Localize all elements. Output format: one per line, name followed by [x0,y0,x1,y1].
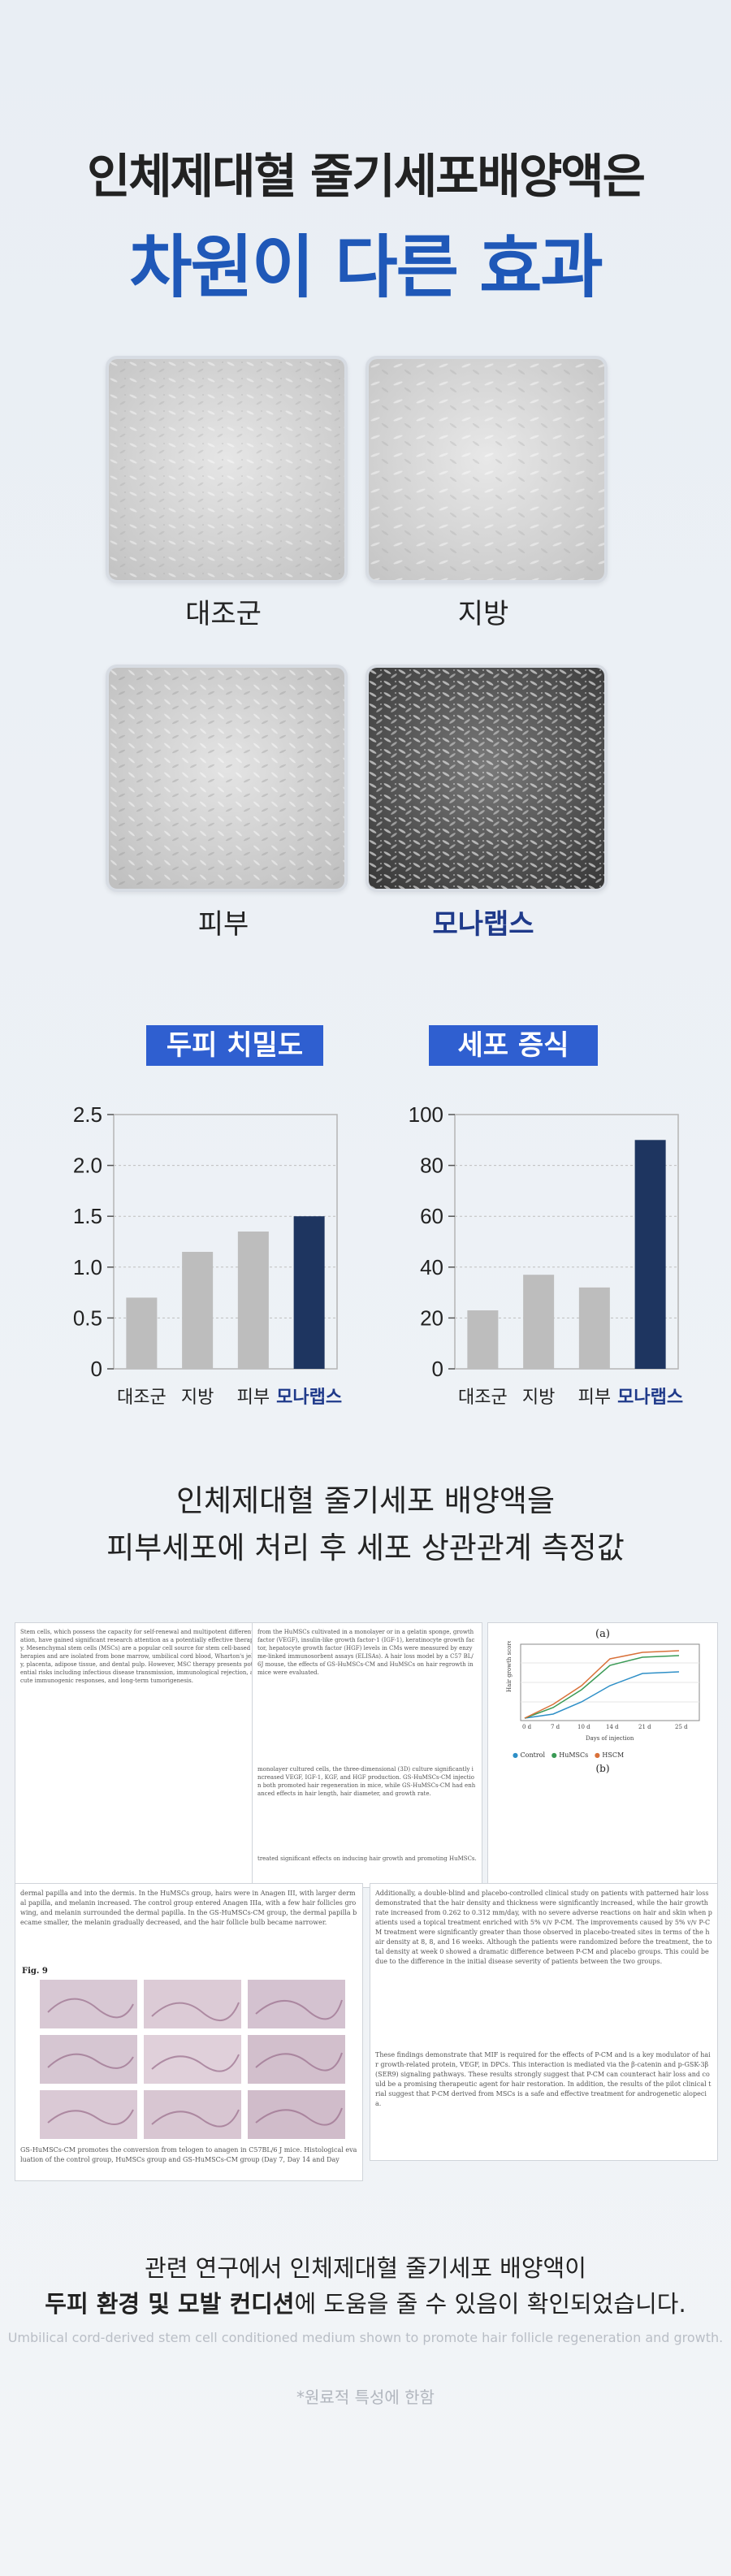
histology-figure-icon [40,1980,345,2139]
chart-badge-scalp-density: 두피 치밀도 [146,1025,323,1066]
legend-control: Control [520,1751,546,1759]
chart-frame [113,1114,338,1370]
paper-excerpt-4: dermal papilla and into the dermis. In t… [15,1883,363,2181]
chart-ytick-label: 1.0 [73,1255,102,1279]
paper-chart-xtick: 14 d [606,1724,619,1730]
paper-text: These findings demonstrate that MIF is r… [375,2051,712,2107]
chart-ytick-label: 60 [420,1204,443,1228]
paper-figure-caption: GS-HuMSCs-CM promotes the conversion fro… [20,2146,357,2163]
microscope-texture-icon [109,668,344,889]
chart-bar-2 [182,1252,214,1369]
paper-text: treated significant effects on inducing … [257,1855,477,1862]
paper-text: from the HuMSCs cultivated in a monolaye… [257,1629,475,1676]
microscope-texture-icon [109,359,344,580]
chart-scalp-density: 0 0.5 1.0 1.5 2.0 2.5 대조군 지방 피부 모나랩스 [73,1102,342,1408]
chart-ytick-label: 20 [420,1305,443,1330]
chart-ytick-label: 2.0 [73,1154,102,1178]
paper-excerpt-5: Additionally, a double-blind and placebo… [370,1883,718,2161]
chart-bar-2 [523,1275,555,1369]
chart-cell-proliferation: 0 20 40 60 80 100 대조군 지방 피부 모나랩스 [409,1102,684,1408]
cell-caption-skin: 피부 [197,908,249,941]
chart-category-label: 지방 [522,1388,555,1408]
chart-bar-1 [126,1297,158,1369]
paper-text: dermal papilla and into the dermis. In t… [20,1890,357,1926]
microscope-texture-icon [369,668,604,889]
chart-ytick-label: 0.5 [73,1305,102,1330]
paper-chart-title: (a) [595,1628,610,1640]
paper-chart-xtick: 21 d [638,1724,651,1730]
chart-ytick-label: 40 [420,1255,443,1279]
cell-caption-fat: 지방 [457,598,509,630]
footer-line2-rest: 에 도움을 줄 수 있음이 확인되었습니다. [294,2290,686,2318]
footer-note: *원료적 특성에 한함 [296,2388,435,2407]
chart-category-label: 피부 [578,1388,611,1408]
paper-chart-legend: ● Control ● HuMSCs ● HSCM [513,1751,625,1759]
paper-chart-sublabel: (b) [595,1763,610,1774]
footer-english: Umbilical cord-derived stem cell conditi… [7,2330,724,2345]
paper-excerpt-2: from the HuMSCs cultivated in a monolaye… [252,1622,482,1888]
chart-category-label: 대조군 [458,1388,508,1408]
chart-category-label: 지방 [181,1388,214,1408]
paper-text: Stem cells, which possess the capacity f… [20,1629,256,1684]
chart-category-label: 모나랩스 [617,1388,683,1408]
headline-line1: 인체제대혈 줄기세포배양액은 [87,149,646,204]
middle-line1: 인체제대혈 줄기세포 배양액을 [175,1483,556,1518]
footer-line2-bold: 두피 환경 및 모발 컨디션 [45,2290,295,2318]
chart-ytick-label: 1.5 [73,1204,102,1228]
headline-line2: 차원이 다른 효과 [129,227,603,307]
cell-image-fat [366,356,608,583]
cell-image-monalabs [366,665,608,892]
paper-chart-xtick: 25 d [675,1724,688,1730]
paper-text: monolayer cultured cells, the three-dime… [257,1766,476,1797]
paper-chart-xtick: 10 d [577,1724,590,1730]
paper-line-chart: Hair growth score 0 d 7 d 10 d 14 d 21 d… [506,1641,700,1742]
chart-category-label: 피부 [237,1388,270,1408]
paper-text: Additionally, a double-blind and placebo… [375,1890,712,1965]
chart-ytick-label: 0 [91,1357,102,1381]
middle-line2: 피부세포에 처리 후 세포 상관관계 측정값 [106,1530,625,1565]
chart-bar-4 [634,1140,666,1369]
paper-excerpt-chart: (a) Hair growth score 0 d 7 d 10 d 14 d … [487,1622,718,1892]
chart-badge-cell-proliferation: 세포 증식 [429,1025,598,1066]
footer-line1: 관련 연구에서 인체제대혈 줄기세포 배양액이 [145,2254,586,2282]
chart-ytick-label: 0 [432,1357,443,1381]
microscope-texture-icon [369,359,604,580]
cell-caption-control: 대조군 [185,598,262,630]
legend-hscm: HSCM [602,1751,625,1759]
cell-image-skin [106,665,348,892]
footer-summary: 관련 연구에서 인체제대혈 줄기세포 배양액이 두피 환경 및 모발 컨디션에 … [0,2250,731,2322]
chart-bar-3 [578,1287,610,1369]
chart-bar-3 [237,1231,269,1369]
chart-bar-1 [467,1310,499,1369]
paper-chart-xlabel: Days of injection [586,1735,634,1742]
chart-bar-4 [293,1216,325,1369]
chart-frame [454,1114,679,1370]
chart-ytick-label: 80 [420,1154,443,1178]
chart-category-label: 모나랩스 [276,1388,342,1408]
paper-chart-ylabel: Hair growth score [506,1641,513,1692]
paper-figure-label: Fig. 9 [22,1967,48,1976]
chart-category-label: 대조군 [117,1388,167,1408]
legend-humscs: HuMSCs [559,1751,589,1759]
cell-caption-monalabs: 모나랩스 [432,908,534,941]
paper-excerpt-1: Stem cells, which possess the capacity f… [15,1622,262,1888]
paper-chart-xtick: 7 d [551,1724,560,1730]
paper-chart-xtick: 0 d [522,1724,532,1730]
footer-line2: 두피 환경 및 모발 컨디션에 도움을 줄 수 있음이 확인되었습니다. [0,2286,731,2322]
chart-ytick-label: 2.5 [73,1102,102,1127]
cell-image-control [106,356,348,583]
chart-ytick-label: 100 [409,1102,443,1127]
